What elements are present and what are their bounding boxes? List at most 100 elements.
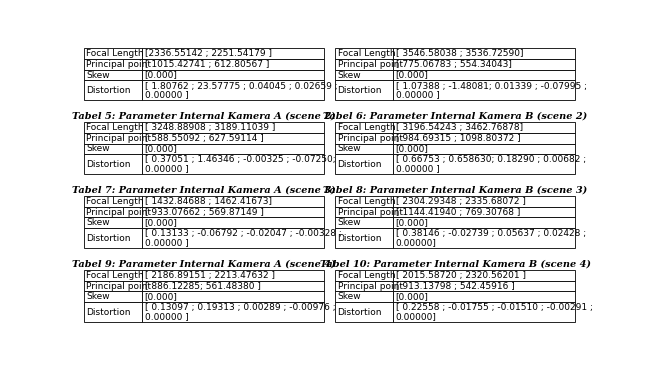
Text: Distortion: Distortion [338,308,382,317]
Bar [335,59,393,70]
Text: Principal point: Principal point [86,208,152,217]
Text: Focal Length: Focal Length [86,49,144,58]
Bar [142,196,325,207]
Text: 0.00000]: 0.00000] [396,238,437,247]
Text: Tabel 8: Parameter Internal Kamera B (scene 3): Tabel 8: Parameter Internal Kamera B (sc… [323,185,588,194]
Bar [393,144,575,154]
Text: Tabel 6: Parameter Internal Kamera B (scene 2): Tabel 6: Parameter Internal Kamera B (sc… [323,111,588,120]
Text: Distortion: Distortion [338,234,382,243]
Bar [142,270,325,281]
Bar [393,281,575,291]
Bar [84,70,142,80]
Text: Distortion: Distortion [338,160,382,169]
Text: [ 1015.42741 ; 612.80567 ]: [ 1015.42741 ; 612.80567 ] [145,60,269,69]
Text: 0.00000 ]: 0.00000 ] [145,238,189,247]
Bar [142,302,325,322]
Text: Focal Length: Focal Length [338,271,395,280]
Bar [84,281,142,291]
Text: 0.00000 ]: 0.00000 ] [145,164,189,173]
Text: [ 2186.89151 ; 2213.47632 ]: [ 2186.89151 ; 2213.47632 ] [145,271,275,280]
Text: [ 1.07388 ; -1.48081; 0.01339 ; -0.07995 ;: [ 1.07388 ; -1.48081; 0.01339 ; -0.07995… [396,81,586,90]
Bar [393,133,575,144]
Bar [84,228,142,248]
Text: [ 933.07662 ; 569.87149 ]: [ 933.07662 ; 569.87149 ] [145,208,264,217]
Text: [ 0.13133 ; -0.06792 ; -0.02047 ; -0.00328 ;: [ 0.13133 ; -0.06792 ; -0.02047 ; -0.003… [145,229,341,238]
Bar [393,196,575,207]
Text: Tabel 10: Parameter Internal Kamera B (scene 4): Tabel 10: Parameter Internal Kamera B (s… [320,259,591,268]
Text: [ 3248.88908 ; 3189.11039 ]: [ 3248.88908 ; 3189.11039 ] [145,123,275,132]
Text: [2336.55142 ; 2251.54179 ]: [2336.55142 ; 2251.54179 ] [145,49,272,58]
Text: [ 2304.29348 ; 2335.68072 ]: [ 2304.29348 ; 2335.68072 ] [396,197,526,206]
Text: [ 588.55092 ; 627.59114 ]: [ 588.55092 ; 627.59114 ] [145,134,263,143]
Text: Distortion: Distortion [86,308,131,317]
Bar [335,144,393,154]
Text: [0.000]: [0.000] [396,144,428,154]
Text: Skew: Skew [86,71,110,80]
Text: [ 3546.58038 ; 3536.72590]: [ 3546.58038 ; 3536.72590] [396,49,523,58]
Bar [142,154,325,174]
Text: Tabel 9: Parameter Internal Kamera A (scene 4): Tabel 9: Parameter Internal Kamera A (sc… [73,259,336,268]
Text: Skew: Skew [338,144,361,154]
Bar [393,70,575,80]
Bar [84,122,142,133]
Text: Principal point: Principal point [338,282,402,291]
Bar [84,154,142,174]
Bar [335,281,393,291]
Bar [335,291,393,302]
Bar [393,80,575,100]
Bar [393,291,575,302]
Text: Focal Length: Focal Length [338,123,395,132]
Text: Principal point: Principal point [86,134,152,143]
Text: 0.00000 ]: 0.00000 ] [396,164,439,173]
Text: [ 1432.84688 ; 1462.41673]: [ 1432.84688 ; 1462.41673] [145,197,272,206]
Text: [0.000]: [0.000] [145,144,178,154]
Text: [ 886.12285; 561.48380 ]: [ 886.12285; 561.48380 ] [145,282,260,291]
Bar [142,80,325,100]
Text: 0.00000 ]: 0.00000 ] [145,90,189,99]
Text: [ 913.13798 ; 542.45916 ]: [ 913.13798 ; 542.45916 ] [396,282,515,291]
Bar [335,48,393,59]
Bar [335,80,393,100]
Bar [335,133,393,144]
Bar [84,270,142,281]
Bar [335,122,393,133]
Text: 0.00000 ]: 0.00000 ] [145,312,189,321]
Text: [ 3196.54243 ; 3462.76878]: [ 3196.54243 ; 3462.76878] [396,123,523,132]
Text: Skew: Skew [86,292,110,301]
Text: Distortion: Distortion [338,86,382,95]
Text: Distortion: Distortion [86,160,131,169]
Text: [ 2015.58720 ; 2320.56201 ]: [ 2015.58720 ; 2320.56201 ] [396,271,526,280]
Bar [142,59,325,70]
Text: Distortion: Distortion [86,86,131,95]
Text: Principal point: Principal point [338,60,402,69]
Text: Skew: Skew [86,218,110,227]
Text: Skew: Skew [338,292,361,301]
Bar [393,218,575,228]
Text: Skew: Skew [86,144,110,154]
Bar [335,70,393,80]
Text: Distortion: Distortion [86,234,131,243]
Text: Principal point: Principal point [338,134,402,143]
Bar [393,207,575,218]
Text: [0.000]: [0.000] [145,218,178,227]
Bar [393,48,575,59]
Text: Focal Length: Focal Length [338,197,395,206]
Text: [0.000]: [0.000] [396,292,428,301]
Bar [84,291,142,302]
Text: Principal point: Principal point [86,282,152,291]
Text: Focal Length: Focal Length [338,49,395,58]
Bar [142,48,325,59]
Bar [142,207,325,218]
Text: [ 0.37051 ; 1.46346 ; -0.00325 ; -0.07250;: [ 0.37051 ; 1.46346 ; -0.00325 ; -0.0725… [145,156,335,165]
Bar [84,144,142,154]
Text: Focal Length: Focal Length [86,271,144,280]
Bar [393,302,575,322]
Bar [84,207,142,218]
Bar [142,291,325,302]
Bar [142,122,325,133]
Bar [393,122,575,133]
Bar [84,302,142,322]
Text: [ 0.22558 ; -0.01755 ; -0.01510 ; -0.00291 ;: [ 0.22558 ; -0.01755 ; -0.01510 ; -0.002… [396,303,592,312]
Bar [335,154,393,174]
Bar [84,48,142,59]
